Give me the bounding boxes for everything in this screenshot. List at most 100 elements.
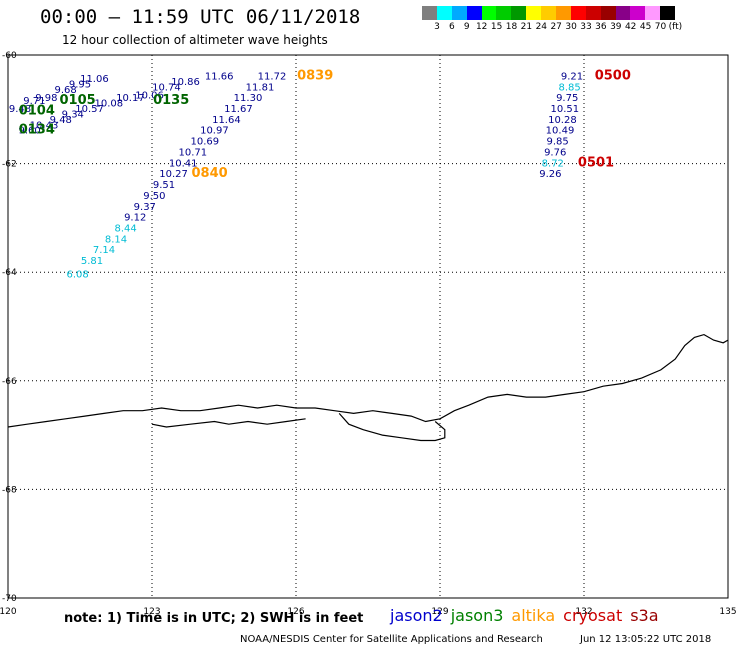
pass-time-label: 0134: [19, 123, 55, 138]
map-title: 00:00 – 11:59 UTC 06/11/2018: [40, 6, 361, 28]
color-swatch: [466, 6, 482, 20]
color-scale-labels: 3 6 9 12 15 18 21 24 27 30 33 36 39 42 45 70 (ft): [422, 22, 740, 34]
footer-note: note: 1) Time is in UTC; 2) SWH is in fe…: [64, 611, 364, 626]
wave-height-value: 10.86: [171, 77, 200, 88]
wave-height-value: 11.06: [80, 74, 109, 85]
wave-height-value: 11.81: [246, 82, 275, 93]
wave-height-value: 9.98: [35, 93, 57, 104]
wave-height-value: 9.60: [18, 126, 40, 137]
color-swatch: [570, 6, 586, 20]
color-scale-tick: 36: [595, 22, 607, 32]
wave-height-value: 9.95: [69, 80, 91, 91]
color-scale-tick: 15: [490, 22, 503, 32]
longitude-tick-label: 129: [431, 607, 448, 617]
wave-height-value: 9.51: [153, 180, 175, 191]
map-gridlines: [8, 55, 728, 598]
satellite-legend-item: cryosat: [563, 606, 623, 625]
color-swatch: [496, 6, 512, 20]
latitude-tick-label: -68: [2, 485, 17, 495]
pass-time-label: 0501: [578, 155, 614, 170]
latitude-tick-label: -60: [2, 51, 17, 61]
color-swatch: [556, 6, 571, 20]
satellite-legend-item: altika: [511, 606, 556, 625]
wave-height-value: 10.06: [135, 90, 164, 101]
satellite-legend-item: jason3: [450, 606, 504, 625]
pass-time-label: 0840: [192, 166, 228, 181]
wave-height-value: 10.49: [546, 126, 575, 137]
map-frame: [7, 54, 729, 599]
wave-height-value: 10.27: [159, 169, 188, 180]
coastline-main: [7, 333, 729, 428]
color-swatch: [436, 6, 452, 20]
color-scale-tick: 18: [505, 22, 518, 32]
wave-height-value: 9.34: [62, 109, 84, 120]
wave-height-value: 9.48: [9, 104, 31, 115]
color-swatch: [630, 6, 646, 20]
wave-height-value: 10.51: [550, 104, 579, 115]
longitude-tick-label: 123: [143, 607, 160, 617]
wave-height-value: 8.72: [542, 158, 564, 169]
wave-height-value: 11.30: [234, 93, 263, 104]
wave-height-value: 11.64: [212, 115, 241, 126]
wave-height-value: 7.14: [93, 245, 115, 256]
wave-height-value: 8.44: [114, 223, 136, 234]
latitude-tick-label: -62: [2, 160, 17, 170]
map-border: [7, 54, 729, 599]
pass-time-label: 0839: [297, 68, 333, 83]
wave-height-value: 8.85: [558, 82, 580, 93]
generated-timestamp: Jun 12 13:05:22 UTC 2018: [580, 634, 712, 645]
wave-height-observations: 11.069.959.689.989.719.4810.439.489.3410…: [9, 71, 583, 280]
color-swatch: [526, 6, 542, 20]
color-scale-tick: 24: [535, 22, 548, 32]
antarctic-coastline: [7, 333, 729, 442]
wave-height-value: 8.14: [105, 234, 127, 245]
wave-height-value: 10.28: [548, 115, 577, 126]
color-swatch: [422, 6, 437, 20]
pass-time-label: 0104: [19, 104, 55, 119]
color-scale-tick: 42: [624, 22, 637, 32]
color-scale-tick: 70: [654, 22, 667, 32]
latitude-tick-label: -64: [2, 268, 17, 278]
wave-height-value: 11.67: [224, 104, 253, 115]
wave-height-value: 11.72: [258, 71, 287, 82]
satellite-legend-item: jason2: [390, 606, 443, 625]
wave-height-value: 10.17: [116, 93, 145, 104]
wave-height-value: 9.75: [556, 93, 578, 104]
color-scale-tick: 3: [434, 22, 440, 32]
color-scale-tick: 45: [639, 22, 652, 32]
satellite-legend: jason2 jason3 altika cryosat s3a: [390, 606, 667, 625]
wave-height-value: 9.26: [539, 169, 561, 180]
color-swatch: [541, 6, 557, 20]
color-scale-tick: 21: [520, 22, 533, 32]
longitude-tick-label: 132: [575, 607, 592, 617]
color-swatch: [615, 6, 631, 20]
pass-time-label: 0135: [153, 93, 189, 108]
color-scale-tick: 9: [463, 22, 470, 32]
wave-height-value: 9.50: [143, 191, 165, 202]
wave-height-value: 11.66: [205, 71, 234, 82]
latitude-tick-label: -70: [2, 594, 17, 604]
color-swatch: [511, 6, 527, 20]
color-swatch: [481, 6, 497, 20]
wave-height-value: 10.41: [169, 158, 198, 169]
color-scale-tick: 30: [565, 22, 577, 32]
axis-tick-labels: 120 123 126 129 132 135 -60 -62 -64 -66 -68 -70: [0, 51, 737, 617]
map-subtitle: 12 hour collection of altimeter wave hei…: [62, 33, 328, 47]
color-swatch: [660, 6, 676, 20]
wave-height-value: 9.85: [546, 137, 568, 148]
coastline-inlet: [151, 418, 306, 428]
color-swatch: [451, 6, 467, 20]
wave-height-value: 5.81: [81, 256, 103, 267]
color-swatch: [645, 6, 661, 20]
wave-height-value: 10.57: [75, 104, 104, 115]
coastline-bay: [338, 413, 446, 442]
longitude-tick-label: 135: [719, 607, 736, 617]
color-scale-tick: 6: [449, 22, 455, 32]
pass-time-label: 0105: [60, 93, 96, 108]
longitude-tick-label: 126: [287, 607, 304, 617]
wave-height-value: 6.08: [66, 270, 88, 281]
wave-height-value: 10.74: [152, 82, 181, 93]
longitude-tick-label: 120: [0, 607, 17, 617]
wave-height-value: 9.48: [50, 115, 72, 126]
